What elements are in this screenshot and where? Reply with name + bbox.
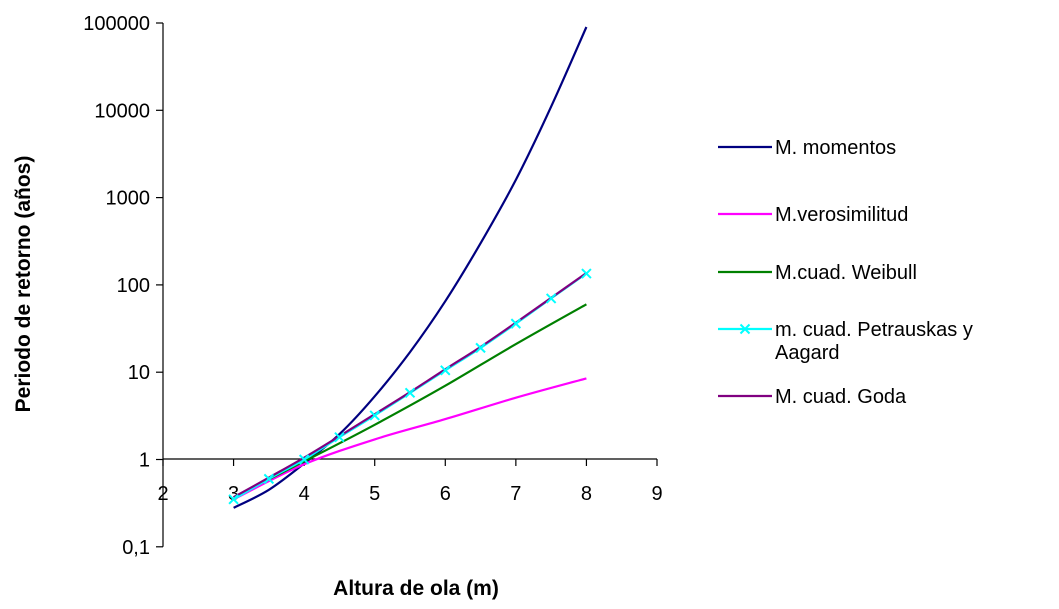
x-tick-label: 3 bbox=[228, 483, 239, 505]
x-axis-title: Altura de ola (m) bbox=[333, 577, 499, 600]
y-tick-label: 100 bbox=[117, 275, 150, 297]
x-tick-label: 9 bbox=[651, 483, 662, 505]
legend-label: M. momentos bbox=[775, 137, 896, 159]
legend-label: M.cuad. Weibull bbox=[775, 262, 917, 284]
series-marker-x bbox=[510, 318, 522, 329]
x-tick-label: 2 bbox=[157, 483, 168, 505]
legend-item: m. cuad. Petrauskas y Aagard bbox=[718, 319, 973, 364]
y-tick-label: 1000 bbox=[106, 188, 151, 210]
series-line bbox=[233, 272, 588, 499]
series-marker-x bbox=[298, 454, 310, 465]
x-tick-label: 8 bbox=[581, 483, 592, 505]
series-marker-x bbox=[545, 293, 557, 304]
series-lines bbox=[233, 26, 588, 509]
series-marker-x bbox=[581, 268, 592, 279]
axes bbox=[156, 22, 658, 548]
series-line bbox=[233, 377, 587, 501]
legend-marker bbox=[739, 323, 751, 335]
series-marker-x bbox=[334, 432, 345, 443]
x-tick-label: 6 bbox=[440, 483, 451, 505]
y-tick-label: 1 bbox=[139, 450, 150, 472]
legend-item: M. momentos bbox=[718, 137, 896, 159]
series-marker-x bbox=[369, 410, 380, 421]
series-marker-x bbox=[440, 365, 451, 376]
series-marker-x bbox=[404, 387, 416, 399]
series-line bbox=[233, 303, 587, 499]
legend-item: M.verosimilitud bbox=[718, 204, 908, 226]
series-marker-x bbox=[228, 494, 239, 505]
legend-label: m. cuad. Petrauskas y Aagard bbox=[775, 319, 973, 364]
y-tick-label: 10000 bbox=[94, 100, 150, 122]
legend-label: M.verosimilitud bbox=[775, 204, 908, 226]
legend: M. momentos M.verosimilitud M.cuad. Weibul… bbox=[718, 137, 973, 408]
legend-label: M. cuad. Goda bbox=[775, 386, 907, 408]
tick-labels: 0,1 1 10 100 1000 10000 100000 2 3 4 5 6 7 8 9 bbox=[83, 13, 662, 559]
y-axis-title: Periodo de retorno (años) bbox=[12, 156, 35, 413]
series-line bbox=[233, 26, 588, 509]
x-tick-label: 5 bbox=[369, 483, 380, 505]
series-markers bbox=[228, 268, 592, 505]
y-tick-label: 100000 bbox=[83, 13, 150, 35]
legend-item: M.cuad. Weibull bbox=[718, 262, 917, 284]
series-marker-x bbox=[263, 473, 275, 485]
x-tick-label: 7 bbox=[510, 483, 521, 505]
y-tick-label: 10 bbox=[128, 362, 150, 384]
series-line bbox=[233, 272, 588, 501]
legend-item: M. cuad. Goda bbox=[718, 386, 907, 408]
series-marker-x bbox=[475, 342, 486, 354]
y-tick-label: 0,1 bbox=[122, 537, 150, 559]
x-tick-label: 4 bbox=[299, 483, 310, 505]
